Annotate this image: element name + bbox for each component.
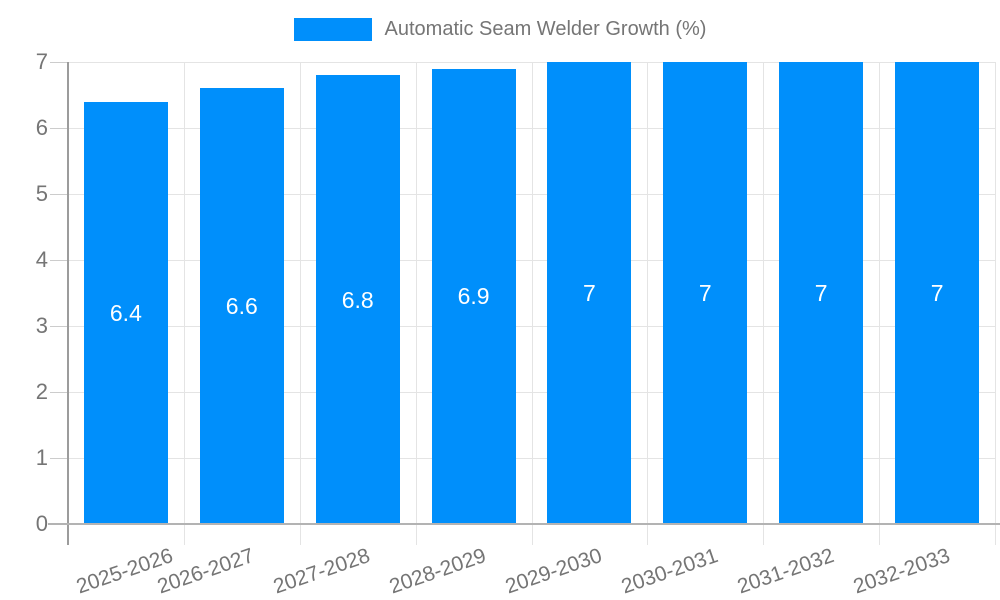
bar-value-label: 7 [814,280,828,306]
bar-value-label: 7 [930,280,944,306]
y-axis-tick [50,194,68,195]
gridline-horizontal [68,260,995,261]
gridline-vertical [532,62,533,545]
y-axis-tick [50,458,68,459]
gridline-vertical [995,62,996,545]
y-tick-label: 5 [35,181,48,206]
gridline-horizontal [68,194,995,195]
x-axis-line [48,523,1000,525]
y-tick-label: 7 [35,49,48,74]
plot-area: 0 1 2 3 4 5 6 7 6.4 2025-2026 6.6 2026-2027 6.8 2027-… [36,49,1000,598]
gridline-vertical [184,62,185,545]
y-tick-label: 3 [35,313,48,338]
bar-value-label: 6.8 [341,286,374,313]
gridline-horizontal [68,128,995,129]
gridline-vertical [647,62,648,545]
bar[interactable] [431,68,516,524]
y-axis-tick [50,260,68,261]
bar[interactable] [895,62,980,524]
bar[interactable] [83,101,168,524]
gridline-vertical [879,62,880,545]
bar[interactable] [315,75,400,524]
y-axis-tick [50,62,68,63]
y-axis-tick [50,392,68,393]
gridline-vertical [300,62,301,545]
bar[interactable] [547,62,632,524]
y-tick-label: 1 [35,445,48,470]
chart-legend: Automatic Seam Welder Growth (%) [0,18,1000,41]
y-axis-tick [50,128,68,129]
y-tick-label: 4 [35,247,48,272]
y-tick-label: 2 [35,379,48,404]
x-tick-label: 2032-2033 [68,544,952,598]
bar-value-label: 6.9 [457,283,490,310]
gridline-vertical [416,62,417,545]
gridline-vertical [763,62,764,545]
bar[interactable] [199,88,284,524]
legend-swatch [293,18,372,41]
gridline-horizontal [68,458,995,459]
x-tick-label-text: 2032-2033 [850,544,953,599]
bar-value-label: 6.6 [225,293,258,320]
y-tick-label: 6 [35,115,48,140]
bar-value-label: 6.4 [109,299,142,326]
y-tick-label: 0 [35,511,48,536]
y-axis-tick [50,326,68,327]
bar[interactable] [779,62,864,524]
gridline-horizontal [68,326,995,327]
bar[interactable] [663,62,748,524]
legend-label: Automatic Seam Welder Growth (%) [384,18,707,40]
gridline-horizontal [68,62,995,63]
bar-value-label: 7 [698,280,712,306]
bar-value-label: 7 [582,280,596,306]
y-axis-line [67,62,69,545]
gridline-horizontal [68,392,995,393]
